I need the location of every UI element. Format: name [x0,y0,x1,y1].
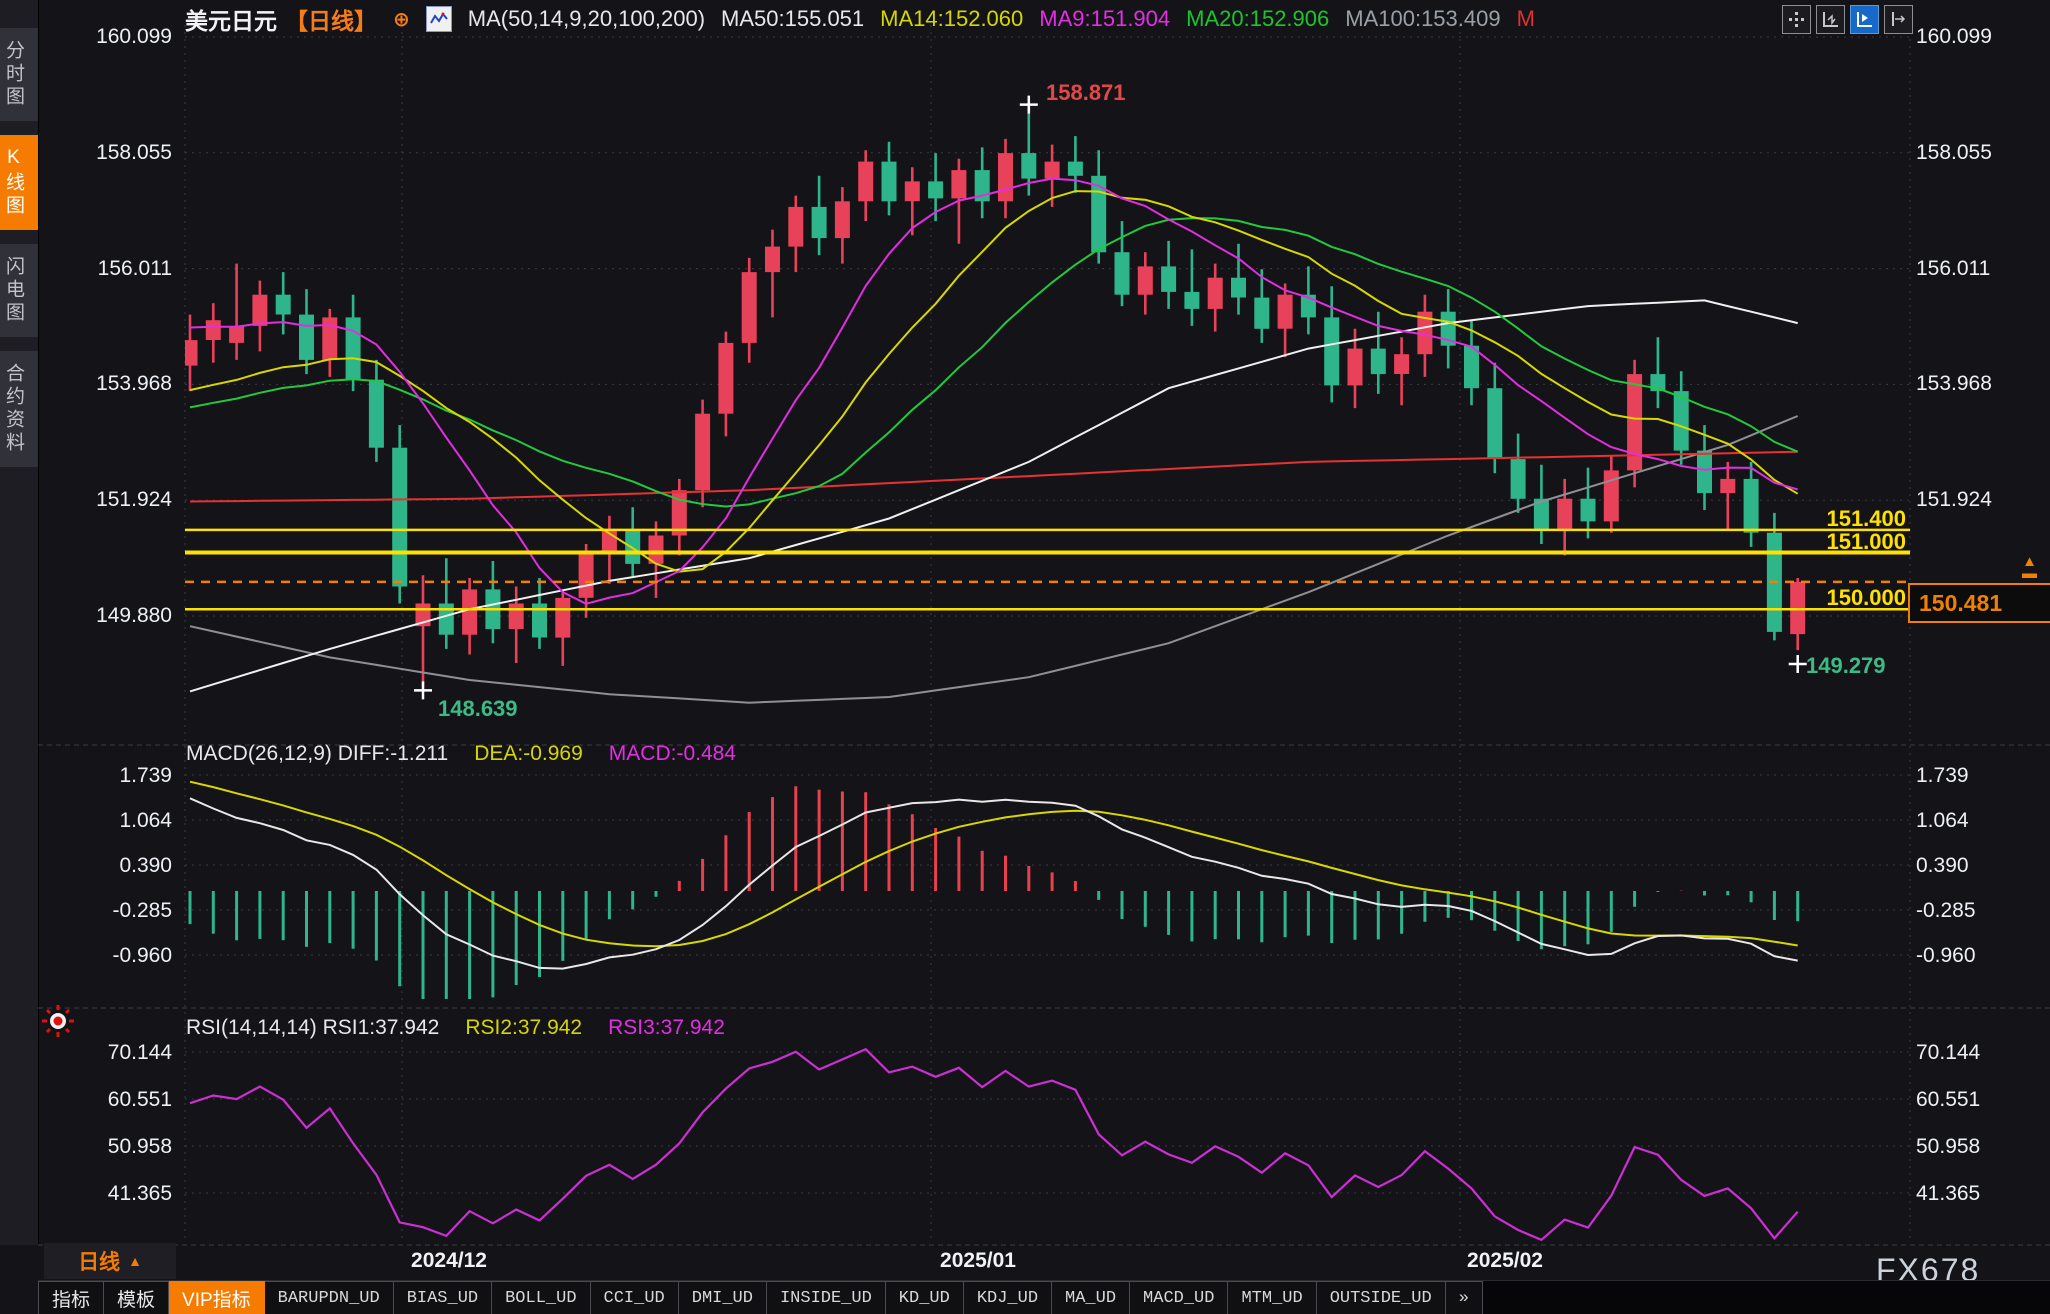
sidebar-item-contract-info[interactable]: 合约资料 [0,351,38,467]
rsi-axis-label-right: 50.958 [1916,1135,1981,1158]
axis-fit-icon[interactable] [1816,5,1845,34]
period-dropdown-icon: ▲ [128,1253,142,1269]
price-axis-label-right: 158.055 [1916,141,1992,164]
rsi-header: RSI(14,14,14) RSI1:37.942 RSI2:37.942 RS… [186,1016,725,1040]
period-badge: 【日线】 [285,8,377,34]
sidebar-item-candle-chart[interactable]: K线图 [0,135,38,230]
x-axis-date: 2025/01 [940,1249,1016,1272]
macd-axis-label-right: 1.739 [1916,764,1969,787]
macd-axis-label-right: -0.285 [1916,899,1976,922]
hline-label-150000: 150.000 [1826,585,1906,610]
indicator-tabbar: 指标 模板 VIP指标 BARUPDN_UD BIAS_UD BOLL_UD C… [38,1280,2050,1314]
live-indicator-icon [41,1004,75,1043]
tab-boll-ud[interactable]: BOLL_UD [492,1281,591,1314]
last-low-annotation: 149.279 [1806,653,1886,678]
macd-axis-label-left: 0.390 [119,854,172,877]
tab-mtm-ud[interactable]: MTM_UD [1228,1281,1317,1314]
macd-title: MACD(26,12,9) [186,742,332,765]
high-price-annotation: 158.871 [1046,80,1126,105]
symbol-name: 美元日元 [185,8,277,34]
free-move-icon[interactable] [1782,5,1811,34]
hline-label-151000: 151.000 [1826,529,1906,554]
ma50-value: MA50:155.051 [721,6,865,31]
macd-header: MACD(26,12,9) DIFF:-1.211 DEA:-0.969 MAC… [186,742,736,766]
price-axis-label-left: 153.968 [96,372,172,395]
period-label: 日线 [78,1251,121,1274]
indicator-settings-icon[interactable] [425,6,452,32]
macd-dea-value: DEA:-0.969 [474,742,583,765]
rsi1-value: RSI1:37.942 [322,1016,440,1039]
tab-templates[interactable]: 模板 [104,1281,170,1314]
chart-header: 美元日元 【日线】 ⊕ MA(50,14,9,20,100,200) MA50:… [185,4,1535,34]
tab-kdj-ud[interactable]: KDJ_UD [963,1281,1053,1314]
tab-kd-ud[interactable]: KD_UD [885,1281,964,1314]
rsi-title: RSI(14,14,14) [186,1016,317,1039]
price-axis-label-right: 160.099 [1916,25,1992,48]
macd-axis-label-right: 0.390 [1916,854,1969,877]
sidebar-item-time-chart[interactable]: 分时图 [0,28,38,121]
period-selector[interactable]: 日线 ▲ [44,1243,176,1279]
rsi-axis-label-right: 70.144 [1916,1041,1981,1064]
auto-scale-icon[interactable] [1850,5,1879,34]
price-axis-label-right: 151.924 [1916,488,1992,511]
macd-axis-label-left: 1.064 [119,809,172,832]
tab-macd-ud[interactable]: MACD_UD [1130,1281,1229,1314]
tab-bias-ud[interactable]: BIAS_UD [393,1281,493,1314]
sidebar: 分时图 K线图 闪电图 合约资料 [0,0,39,1245]
x-axis-date: 2025/02 [1467,1249,1543,1272]
macd-diff-value: DIFF:-1.211 [337,742,449,765]
hline-label-151400: 151.400 [1826,506,1906,531]
ma100-value: MA100:153.409 [1345,6,1501,31]
macd-axis-label-right: -0.960 [1916,944,1976,967]
tab-cci-ud[interactable]: CCI_UD [590,1281,679,1314]
price-axis-label-left: 158.055 [96,141,172,164]
price-axis-label-left: 149.880 [96,604,172,627]
tab-ma-ud[interactable]: MA_UD [1052,1281,1131,1314]
price-axis-label-left: 151.924 [96,488,172,511]
price-axis-label-left: 156.011 [97,257,172,280]
price-axis-label-left: 160.099 [96,25,172,48]
price-axis-label-right: 156.011 [1916,257,1991,280]
tab-indicators[interactable]: 指标 [38,1281,105,1314]
rsi-axis-label-left: 50.958 [107,1135,172,1158]
tab-outside-ud[interactable]: OUTSIDE_UD [1316,1281,1446,1314]
tab-inside-ud[interactable]: INSIDE_UD [766,1281,886,1314]
jump-to-latest-icon[interactable]: ▲ ▬ [2022,553,2037,582]
ma14-value: MA14:152.060 [880,6,1024,31]
sidebar-item-lightning-chart[interactable]: 闪电图 [0,244,38,337]
scale-toolbar [1782,5,1913,34]
current-price-box: 150.481 [1908,583,2050,623]
x-axis-date: 2024/12 [411,1249,487,1272]
pan-right-icon[interactable] [1884,5,1913,34]
rsi-axis-label-right: 60.551 [1916,1088,1981,1111]
rsi3-value: RSI3:37.942 [608,1016,725,1039]
macd-axis-label-left: -0.285 [112,899,172,922]
rsi-axis-label-left: 41.365 [107,1182,172,1205]
tab-dmi-ud[interactable]: DMI_UD [678,1281,767,1314]
macd-value: MACD:-0.484 [608,742,736,765]
tab-vip-indicators[interactable]: VIP指标 [169,1281,265,1314]
price-axis-label-right: 153.968 [1916,372,1992,395]
macd-axis-label-left: 1.739 [119,764,172,787]
rsi-axis-label-left: 60.551 [107,1088,172,1111]
rsi-axis-label-right: 41.365 [1916,1182,1981,1205]
ma20-value: MA20:152.906 [1186,6,1330,31]
ma-settings-label: MA(50,14,9,20,100,200) [467,6,706,31]
low-price-annotation: 148.639 [438,696,518,721]
ma9-value: MA9:151.904 [1039,6,1171,31]
add-compare-icon[interactable]: ⊕ [393,8,410,31]
macd-axis-label-left: -0.960 [112,944,172,967]
tab-more[interactable]: » [1445,1281,1483,1314]
ma200-value-truncated: M [1516,6,1535,31]
macd-axis-label-right: 1.064 [1916,809,1969,832]
rsi-axis-label-left: 70.144 [107,1041,172,1064]
rsi2-value: RSI2:37.942 [465,1016,583,1039]
tab-barupdn-ud[interactable]: BARUPDN_UD [264,1281,394,1314]
